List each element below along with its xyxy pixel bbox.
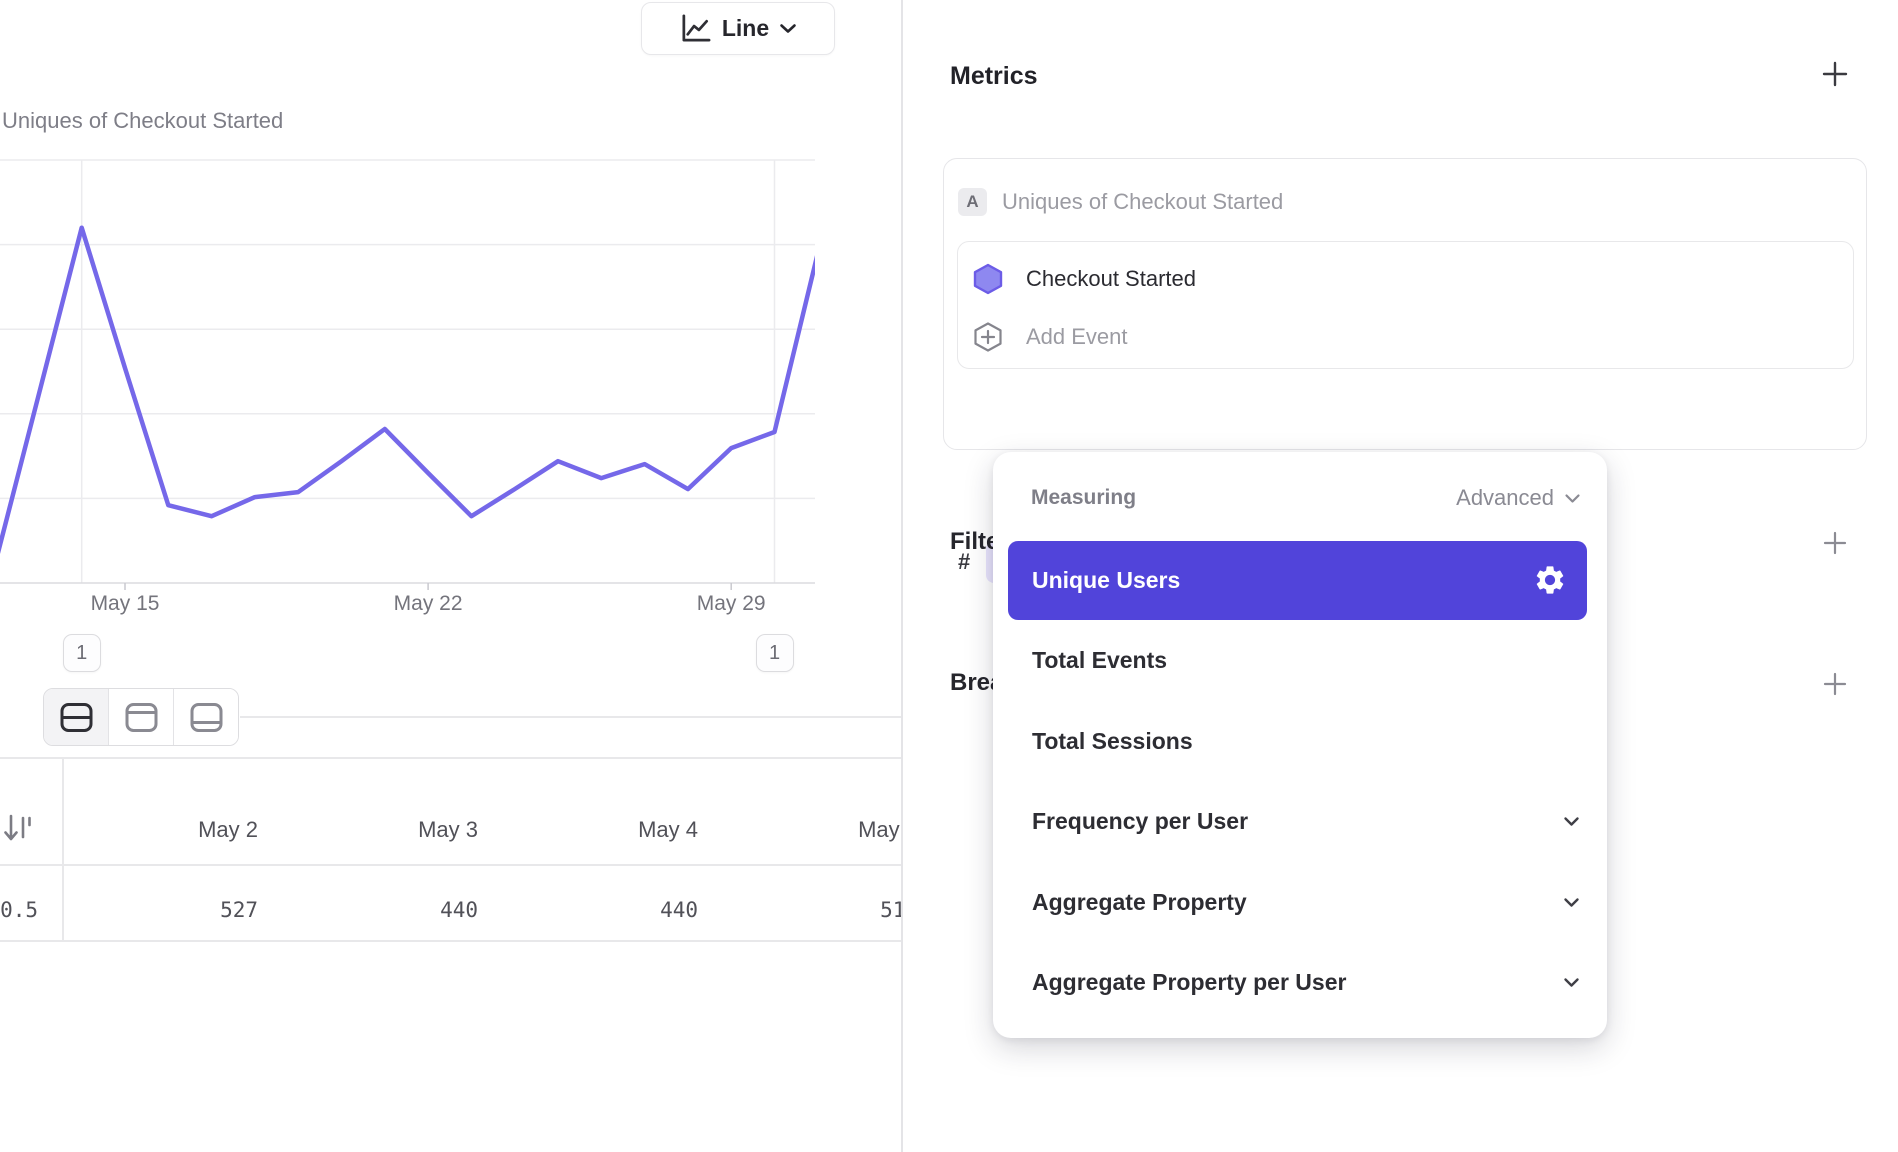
metrics-heading: Metrics <box>950 62 1038 90</box>
menu-item-label: Aggregate Property per User <box>1032 969 1347 995</box>
menu-item-label: Aggregate Property <box>1032 888 1247 915</box>
menu-item-aggregate-property-per-user[interactable]: Aggregate Property per User <box>993 943 1607 1023</box>
event-card: Checkout Started Add Event <box>957 241 1854 369</box>
panel-divider <box>901 0 903 1152</box>
chart-panel: Line Uniques of Checkout Started May 15 M… <box>0 0 901 1152</box>
layout-table-only-button[interactable] <box>174 689 238 745</box>
number-sign: # <box>958 549 971 574</box>
add-breakdown-button[interactable] <box>1821 670 1849 698</box>
advanced-toggle[interactable]: Advanced <box>1456 485 1581 511</box>
x-axis-tick-label: May 22 <box>393 592 463 615</box>
menu-item-total-sessions[interactable]: Total Sessions <box>993 701 1607 781</box>
table-header-border <box>0 864 901 866</box>
chevron-down-icon <box>779 23 797 34</box>
chart-type-dropdown[interactable]: Line <box>641 2 835 55</box>
table-column-header[interactable]: May 3 <box>418 817 478 842</box>
add-event-icon <box>972 321 1004 353</box>
bottom-pane-icon <box>188 701 225 734</box>
gear-icon[interactable] <box>1533 563 1567 597</box>
event-row-checkout-started[interactable]: Checkout Started <box>958 252 1853 306</box>
add-event-label: Add Event <box>1026 324 1128 349</box>
chart-type-label: Line <box>721 15 770 41</box>
x-axis-tick-label: May 29 <box>696 592 766 615</box>
event-name: Checkout Started <box>1026 266 1196 291</box>
metric-name: Uniques of Checkout Started <box>1002 189 1284 214</box>
measuring-header-row: Measuring Advanced <box>993 476 1607 520</box>
sort-descending-icon[interactable] <box>2 810 32 853</box>
chart-table-divider <box>240 716 901 718</box>
metric-card: A Uniques of Checkout Started Checkout S… <box>943 158 1867 583</box>
menu-item-aggregate-property[interactable]: Aggregate Property <box>993 862 1607 942</box>
table-cell-value: 440 <box>660 898 698 922</box>
chevron-down-icon <box>1563 897 1580 908</box>
layout-split-view-button[interactable] <box>44 689 109 745</box>
chevron-down-icon <box>1564 493 1581 504</box>
annotation-badge[interactable]: 1 <box>755 634 794 672</box>
table-top-border <box>0 757 901 759</box>
table-column-header[interactable]: May 5 <box>858 817 901 842</box>
menu-item-frequency-per-user[interactable]: Frequency per User <box>993 782 1607 862</box>
line-chart[interactable] <box>0 156 815 592</box>
add-event-button[interactable]: Add Event <box>958 314 1853 360</box>
advanced-label: Advanced <box>1456 485 1554 510</box>
event-hexagon-icon <box>972 263 1004 295</box>
menu-item-label: Frequency per User <box>1032 808 1249 834</box>
add-filter-button[interactable] <box>1821 529 1849 557</box>
table-overall-cell: 440.5 <box>0 888 62 932</box>
chevron-down-icon <box>1563 816 1580 827</box>
annotation-badge[interactable]: 1 <box>62 634 101 672</box>
table-row-border <box>0 940 901 942</box>
menu-item-label: Total Events <box>1032 647 1168 673</box>
menu-item-label: Unique Users <box>1032 566 1181 593</box>
table-column-header[interactable]: May 2 <box>198 817 258 842</box>
overall-value: 440.5 <box>0 898 38 922</box>
chart-title: Uniques of Checkout Started <box>2 108 284 133</box>
table-column-header[interactable]: May 4 <box>638 817 698 842</box>
split-view-icon <box>58 701 95 734</box>
menu-item-label: Total Sessions <box>1032 727 1193 754</box>
top-pane-icon <box>123 701 160 734</box>
measuring-label: Measuring <box>1031 486 1137 509</box>
menu-item-unique-users-selected[interactable]: Unique Users <box>1008 540 1587 620</box>
measuring-dropdown-menu: Measuring Advanced Unique Users Total Eve… <box>993 452 1607 1038</box>
menu-item-total-events[interactable]: Total Events <box>993 621 1607 701</box>
table-cell-value: 440 <box>440 898 478 922</box>
chevron-down-icon <box>1563 977 1580 988</box>
metric-letter-badge: A <box>958 188 987 216</box>
x-axis-tick-label: May 15 <box>90 592 160 615</box>
table-frozen-column-border <box>62 757 64 941</box>
table-cell-value: 515 <box>880 898 901 922</box>
layout-chart-only-button[interactable] <box>109 689 174 745</box>
table-cell-value: 527 <box>220 898 258 922</box>
add-metric-button[interactable] <box>1820 59 1850 89</box>
layout-toggle-group <box>43 688 239 746</box>
line-chart-icon <box>679 12 712 45</box>
